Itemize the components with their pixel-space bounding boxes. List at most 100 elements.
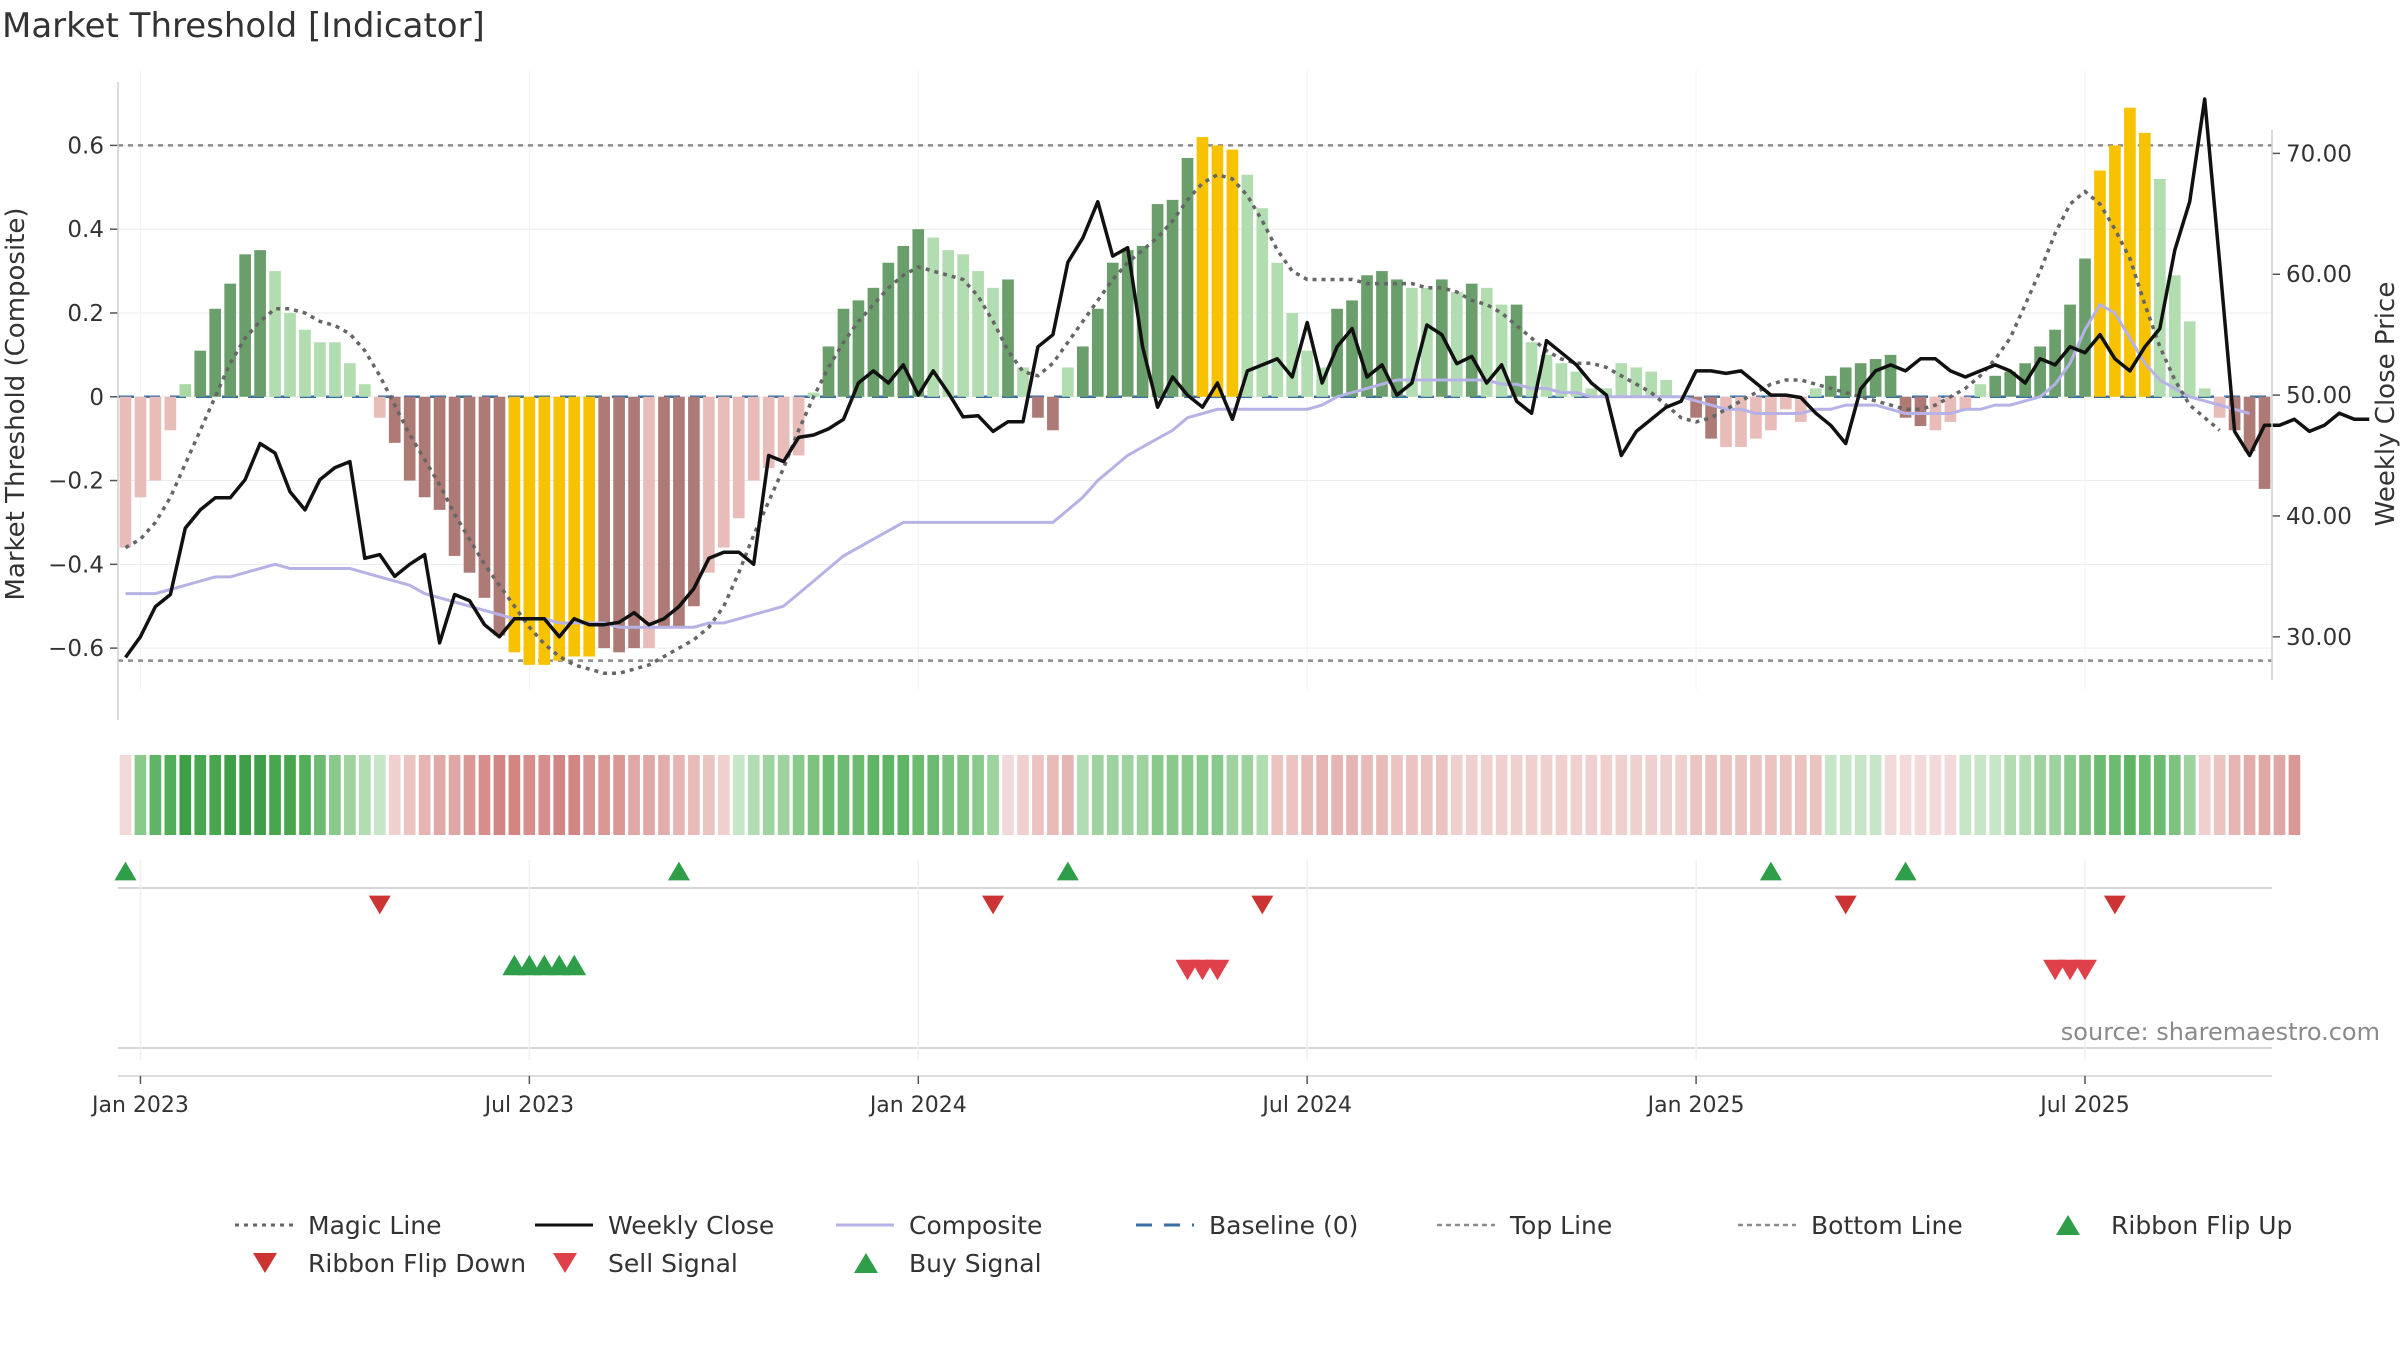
ribbon-segment	[119, 755, 132, 835]
ribbon-segment	[1735, 755, 1747, 835]
composite-bar	[598, 396, 610, 649]
composite-bar	[777, 396, 790, 460]
y-tick-label: 0.2	[67, 301, 104, 327]
composite-bar	[792, 396, 805, 456]
ribbon-segment	[882, 755, 895, 835]
composite-bar	[1824, 375, 1837, 397]
ribbon-segment	[688, 755, 700, 835]
ribbon-segment	[1510, 755, 1523, 835]
ribbon-segment	[777, 755, 790, 835]
ribbon-segment	[628, 755, 640, 835]
ribbon-segment	[897, 755, 910, 835]
composite-bar	[957, 254, 969, 397]
ribbon-segment	[1076, 755, 1089, 835]
ribbon	[119, 755, 2301, 835]
x-tick-label: Jan 2023	[90, 1093, 189, 1118]
composite-bar	[149, 396, 162, 481]
composite-bar	[1809, 388, 1822, 397]
composite-bar	[1047, 396, 1059, 431]
ribbon-segment	[1615, 755, 1628, 835]
ribbon-segment	[568, 755, 581, 835]
composite-bar	[433, 396, 446, 510]
ribbon-segment	[1525, 755, 1538, 835]
composite-bar	[1989, 375, 2002, 397]
ribbon-segment	[1301, 755, 1314, 835]
ribbon-segment	[1705, 755, 1717, 835]
ribbon-flip-down-marker	[982, 895, 1005, 915]
ribbon-segment	[2139, 755, 2151, 835]
legend-marker	[553, 1253, 577, 1273]
composite-bar	[508, 396, 521, 653]
ribbon-segment	[1809, 755, 1822, 835]
composite-bar	[493, 396, 506, 636]
composite-bar	[912, 229, 925, 397]
y2-tick-label: 70.00	[2286, 141, 2352, 167]
ribbon-segment	[1256, 755, 1269, 835]
x-tick-label: Jan 2025	[1646, 1093, 1745, 1118]
composite-bar	[568, 396, 581, 657]
ribbon-segment	[269, 755, 281, 835]
ribbon-segment	[957, 755, 969, 835]
ribbon-segment	[1854, 755, 1867, 835]
composite-bar	[628, 396, 640, 649]
composite-bar	[2213, 396, 2226, 418]
composite-bar	[2124, 107, 2136, 397]
ribbon-segment	[987, 755, 999, 835]
buy-signal-marker	[562, 954, 587, 976]
ribbon-segment	[194, 755, 207, 835]
ribbon-segment	[852, 755, 865, 835]
ribbon-segment	[1690, 755, 1702, 835]
ribbon-segment	[2109, 755, 2121, 835]
ribbon-segment	[1780, 755, 1792, 835]
composite-bar	[1346, 300, 1358, 397]
sell-signal-marker	[2073, 959, 2098, 981]
ribbon-segment	[598, 755, 610, 835]
composite-bar	[643, 396, 655, 649]
ribbon-segment	[1136, 755, 1149, 835]
composite-bar	[613, 396, 625, 653]
ribbon-segment	[2168, 755, 2181, 835]
ribbon-segment	[2273, 755, 2286, 835]
x-tick-label: Jul 2023	[483, 1093, 575, 1118]
composite-bar	[1391, 279, 1403, 397]
composite-bar	[1032, 396, 1044, 418]
ribbon-flip-up-marker	[667, 861, 690, 881]
legend-label: Baseline (0)	[1209, 1211, 1358, 1240]
ribbon-segment	[1944, 755, 1957, 835]
composite-bar	[1121, 250, 1134, 397]
composite-bar	[1361, 275, 1373, 397]
composite-bar	[1555, 363, 1568, 397]
composite-bar	[972, 271, 984, 397]
composite-bar	[1570, 371, 1583, 397]
composite-bar	[2198, 388, 2211, 397]
ribbon-segment	[1002, 755, 1014, 835]
composite-bar	[1525, 342, 1538, 397]
composite-bar	[254, 250, 266, 397]
ribbon-flip-up-marker	[1894, 861, 1917, 881]
ribbon-segment	[1376, 755, 1388, 835]
y2-tick-label: 50.00	[2286, 383, 2352, 409]
ribbon-segment	[2004, 755, 2017, 835]
legend-item: Weekly Close	[535, 1211, 774, 1240]
composite-bar	[1974, 384, 1987, 397]
series-lines	[124, 97, 2370, 675]
ribbon-segment	[1794, 755, 1807, 835]
legend-label: Magic Line	[308, 1211, 442, 1240]
ribbon-flip-down-marker	[1834, 895, 1857, 915]
composite-bar	[418, 396, 431, 498]
ribbon-segment	[134, 755, 147, 835]
composite-bar	[2109, 145, 2121, 397]
ribbon-segment	[299, 755, 311, 835]
legend-item: Buy Signal	[854, 1249, 1042, 1278]
ribbon-segment	[1824, 755, 1837, 835]
legend-item: Sell Signal	[553, 1249, 738, 1278]
x-tick-label: Jul 2024	[1260, 1093, 1352, 1118]
composite-bar	[1106, 262, 1119, 397]
legend-marker	[253, 1253, 277, 1273]
ribbon-segment	[1181, 755, 1194, 835]
ribbon-segment	[1465, 755, 1478, 835]
ribbon-segment	[583, 755, 596, 835]
ribbon-segment	[673, 755, 685, 835]
ribbon-segment	[1121, 755, 1134, 835]
ribbon-segment	[164, 755, 177, 835]
